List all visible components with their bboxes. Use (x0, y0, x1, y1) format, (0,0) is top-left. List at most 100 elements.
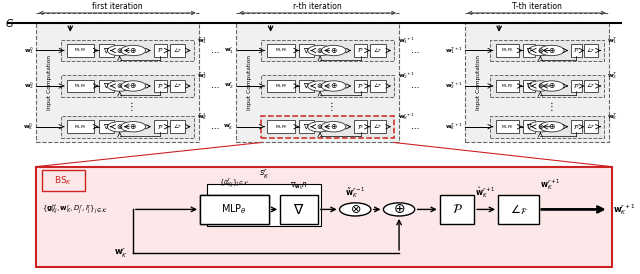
Text: $\cdots$: $\cdots$ (410, 46, 419, 55)
Text: $\nabla$: $\nabla$ (303, 82, 310, 90)
Text: $\mathcal{P}$: $\mathcal{P}$ (157, 47, 163, 55)
Text: $\oplus$: $\oplus$ (393, 202, 405, 216)
Text: $\angle_\mathcal{F}$: $\angle_\mathcal{F}$ (173, 46, 182, 55)
Text: $\mathcal{P}$: $\mathcal{P}$ (157, 123, 163, 131)
Circle shape (528, 45, 553, 56)
Circle shape (321, 81, 346, 91)
Text: $\cdots$: $\cdots$ (209, 46, 219, 55)
Text: $\nabla$: $\nabla$ (103, 122, 109, 131)
Text: $\mathbf{w}_1^{r+1}$: $\mathbf{w}_1^{r+1}$ (397, 35, 415, 46)
Text: $\angle_\mathcal{F}$: $\angle_\mathcal{F}$ (586, 46, 596, 55)
Text: $\mathbf{w}_2^{r+1}$: $\mathbf{w}_2^{r+1}$ (397, 71, 415, 81)
Circle shape (108, 45, 132, 56)
Bar (571, 44, 582, 57)
Bar (354, 120, 367, 133)
Text: $\{\alpha_{Kj}^r\}_{j\in\mathcal{K}}$: $\{\alpha_{Kj}^r\}_{j\in\mathcal{K}}$ (220, 177, 250, 190)
Circle shape (121, 122, 145, 132)
Text: $\mathbf{w}_K^T$: $\mathbf{w}_K^T$ (607, 111, 618, 122)
Bar (490, 40, 604, 61)
Bar (67, 120, 94, 133)
Text: $\mathcal{P}$: $\mathcal{P}$ (357, 82, 364, 90)
Circle shape (308, 122, 332, 132)
Bar (261, 75, 394, 97)
Bar (99, 120, 114, 133)
Text: $\nabla$: $\nabla$ (293, 202, 305, 217)
Text: $\oplus$: $\oplus$ (548, 122, 556, 131)
Text: $\oplus$: $\oplus$ (330, 46, 337, 55)
Circle shape (108, 81, 132, 91)
Text: $\vdots$: $\vdots$ (545, 100, 553, 113)
Text: $\mathrm{MLP}_\theta$: $\mathrm{MLP}_\theta$ (275, 123, 287, 130)
Bar (496, 44, 519, 57)
Text: $G$: $G$ (4, 17, 13, 29)
Bar (61, 40, 193, 61)
Text: $\angle_\mathcal{F}$: $\angle_\mathcal{F}$ (173, 122, 182, 131)
Text: $\angle_\mathcal{F}$: $\angle_\mathcal{F}$ (373, 82, 383, 90)
Text: $\otimes$: $\otimes$ (537, 122, 544, 131)
Text: $\mathbf{w}_1^{T+1}$: $\mathbf{w}_1^{T+1}$ (445, 45, 463, 56)
Text: $\mathrm{BS}_K$: $\mathrm{BS}_K$ (54, 174, 73, 187)
Bar (354, 44, 367, 57)
Bar (42, 170, 84, 191)
Bar (268, 44, 294, 57)
Circle shape (528, 122, 553, 132)
Text: $\hat{\mathbf{w}}_1^1$: $\hat{\mathbf{w}}_1^1$ (197, 35, 207, 46)
Bar (523, 44, 535, 57)
Bar (61, 116, 193, 138)
Text: $\mathbf{w}_K^r$: $\mathbf{w}_K^r$ (223, 122, 234, 132)
Bar (67, 79, 94, 92)
Text: $\mathcal{P}$: $\mathcal{P}$ (573, 47, 580, 55)
Text: $\{{\bf g}_{Kj}^H, {\bf w}_K^r, D_j^r, I_j^r\}_{j\in\mathcal{K}}$: $\{{\bf g}_{Kj}^H, {\bf w}_K^r, D_j^r, I… (42, 202, 108, 217)
Bar (299, 79, 314, 92)
Bar (170, 120, 186, 133)
Text: $\otimes$: $\otimes$ (316, 46, 324, 55)
Bar (36, 22, 198, 142)
Text: $\vdots$: $\vdots$ (126, 100, 133, 113)
Text: first iteration: first iteration (92, 2, 143, 10)
Bar (584, 79, 598, 92)
Text: $\nabla$: $\nabla$ (103, 82, 109, 90)
Bar (67, 44, 94, 57)
Bar (268, 120, 294, 133)
Bar (584, 44, 598, 57)
Text: $\angle_\mathcal{F}$: $\angle_\mathcal{F}$ (173, 82, 182, 90)
Text: Input Computation: Input Computation (47, 55, 52, 110)
Text: $\mathbf{w}_2^{T+1}$: $\mathbf{w}_2^{T+1}$ (445, 81, 463, 92)
Text: $\hat{\mathbf{w}}_K^1$: $\hat{\mathbf{w}}_K^1$ (197, 111, 209, 122)
Bar (299, 44, 314, 57)
Text: $\nabla_{{\bf w}_K^r} R$: $\nabla_{{\bf w}_K^r} R$ (290, 180, 308, 192)
Bar (370, 44, 386, 57)
Bar (200, 195, 269, 224)
Text: $\otimes$: $\otimes$ (116, 81, 124, 90)
Text: $\mathcal{P}$: $\mathcal{P}$ (357, 47, 364, 55)
Bar (370, 120, 386, 133)
Bar (490, 75, 604, 97)
Bar (571, 120, 582, 133)
Text: $\otimes$: $\otimes$ (537, 81, 544, 90)
Text: $\angle_\mathcal{F}$: $\angle_\mathcal{F}$ (373, 46, 383, 55)
Circle shape (340, 203, 371, 216)
Text: $s_K^r$: $s_K^r$ (259, 167, 269, 181)
Bar (523, 120, 535, 133)
Bar (36, 167, 612, 267)
Text: $\otimes$: $\otimes$ (116, 46, 124, 55)
Text: $\mathbf{w}_K^0$: $\mathbf{w}_K^0$ (23, 121, 34, 132)
Text: $\angle_\mathcal{F}$: $\angle_\mathcal{F}$ (586, 122, 596, 131)
Circle shape (528, 81, 553, 91)
Bar (496, 79, 519, 92)
Text: $\nabla$: $\nabla$ (303, 122, 310, 131)
Text: $\oplus$: $\oplus$ (548, 46, 556, 55)
Text: ${\bf w}_K^{r+1}$: ${\bf w}_K^{r+1}$ (613, 202, 636, 217)
Text: $\mathcal{P}$: $\mathcal{P}$ (157, 82, 163, 90)
Text: $\mathbf{w}_1^T$: $\mathbf{w}_1^T$ (607, 35, 618, 46)
Text: T-th iteration: T-th iteration (512, 2, 562, 10)
Bar (99, 79, 114, 92)
Bar (154, 79, 166, 92)
Text: Input Computation: Input Computation (476, 55, 481, 110)
Text: $\mathrm{MLP}_\theta$: $\mathrm{MLP}_\theta$ (275, 82, 287, 90)
Bar (261, 116, 394, 138)
Text: $\nabla$: $\nabla$ (525, 122, 532, 131)
Text: $\oplus$: $\oplus$ (129, 122, 137, 131)
Text: $\otimes$: $\otimes$ (349, 203, 361, 216)
Text: $\mathrm{MLP}_\theta$: $\mathrm{MLP}_\theta$ (221, 202, 247, 216)
